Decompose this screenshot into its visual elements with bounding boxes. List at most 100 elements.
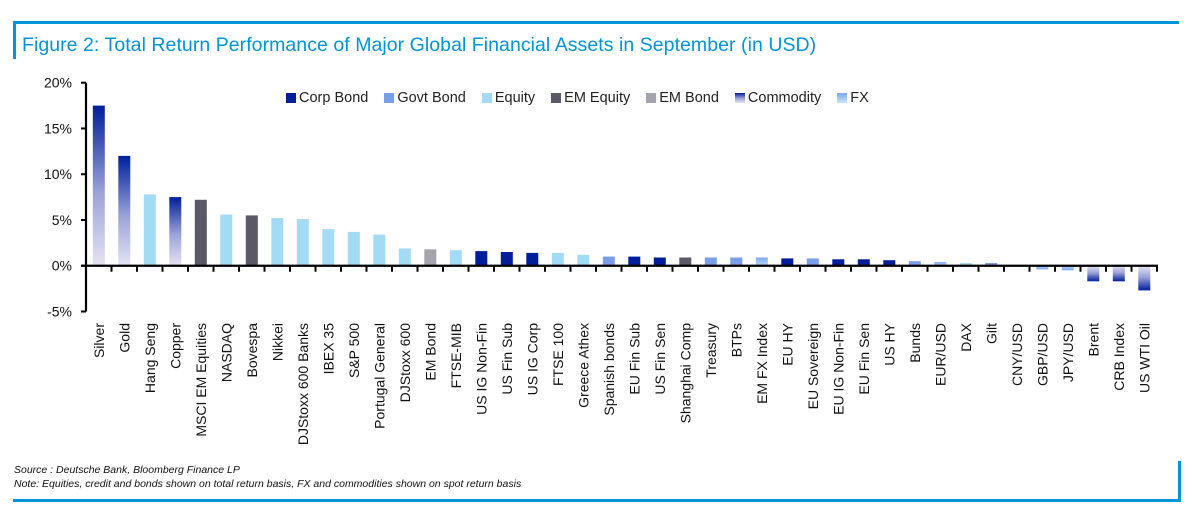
bar-greece-athex xyxy=(577,254,590,266)
legend-item-govt: Govt Bond xyxy=(384,90,466,106)
bar-crb-index xyxy=(1112,265,1125,282)
y-tick-label: 0% xyxy=(52,258,72,274)
x-tick-label: DAX xyxy=(958,322,974,351)
x-tick-label: Shanghai Comp xyxy=(677,323,693,424)
x-tick-label: US Fin Sub xyxy=(499,323,515,395)
y-tick-labels: -5% 0% 5% 10% 15% 20% xyxy=(44,75,72,320)
x-tick-label: EU Fin Sen xyxy=(856,323,872,395)
bar-spanish-bonds xyxy=(602,256,615,266)
x-tick-label: EM FX Index xyxy=(754,323,770,404)
legend-label: Equity xyxy=(494,90,536,106)
legend-item-commodity: Commodity xyxy=(734,90,822,106)
bar-portugal-general xyxy=(373,234,386,266)
x-tick-label: EU Sovereign xyxy=(805,323,821,409)
x-tick-label: Nikkei xyxy=(269,323,285,361)
bar-msci-em-equities xyxy=(194,199,207,266)
bar-hang-seng xyxy=(143,194,156,266)
x-tick-label: Copper xyxy=(167,323,183,369)
bar-eu-fin-sen xyxy=(857,259,870,266)
bar-ibex-35 xyxy=(322,229,335,266)
bar-us-hy xyxy=(883,260,896,266)
frame-left-rule xyxy=(13,21,16,59)
x-tick-labels: Silver Gold Hang Seng Copper MSCI EM Equitie… xyxy=(91,322,1153,445)
x-tick-label: GBP/USD xyxy=(1034,323,1050,386)
x-tick-label: EUR/USD xyxy=(932,323,948,386)
x-tick-label: Gilt xyxy=(983,323,999,344)
bar-gbp-usd xyxy=(1036,265,1049,270)
legend-swatch xyxy=(646,93,657,103)
bar-us-ig-corp xyxy=(526,252,539,266)
legend-swatch xyxy=(481,93,492,103)
x-tick-label: CNY/USD xyxy=(1009,323,1025,386)
frame-top-rule xyxy=(13,21,1179,24)
x-tick-label: US IG Corp xyxy=(524,323,540,396)
y-tick-label: 15% xyxy=(44,120,72,136)
x-tick-label: US Fin Sen xyxy=(652,323,668,395)
x-tick-label: Portugal General xyxy=(371,323,387,429)
x-tick-label: Treasury xyxy=(703,323,719,378)
legend-item-emequity: EM Equity xyxy=(551,90,630,106)
x-tick-label: FTSE 100 xyxy=(550,323,566,386)
bar-nasdaq xyxy=(220,214,233,266)
y-tick-label: 5% xyxy=(52,212,72,228)
bar-jpy-usd xyxy=(1061,265,1074,271)
bar-bovespa xyxy=(245,215,258,266)
x-tick-label: Bunds xyxy=(907,323,923,363)
x-tick-label: Brent xyxy=(1085,323,1101,357)
bar-gilt xyxy=(985,263,998,266)
bar-us-fin-sub xyxy=(500,252,513,266)
legend-swatch xyxy=(551,93,562,103)
source-notes: Source : Deutsche Bank, Bloomberg Financ… xyxy=(14,463,521,491)
chart-title: Figure 2: Total Return Performance of Ma… xyxy=(22,34,817,56)
bar-djstoxx-600 xyxy=(398,248,411,266)
legend-label: Commodity xyxy=(747,90,822,106)
x-tick-label: NASDAQ xyxy=(218,323,234,382)
legend-item-equity: Equity xyxy=(481,90,536,106)
legend-label: EM Equity xyxy=(564,90,631,106)
legend-swatch xyxy=(384,93,395,103)
legend-item-corp: Corp Bond xyxy=(286,90,368,106)
legend-label: Corp Bond xyxy=(299,90,369,106)
x-tick-label: EM Bond xyxy=(422,323,438,381)
bar-dax xyxy=(959,263,972,266)
x-tick-label: DJStoxx 600 xyxy=(397,323,413,403)
bar-ftse-mib xyxy=(449,250,462,266)
x-tick-label: EU IG Non-Fin xyxy=(830,323,846,415)
legend-label: EM Bond xyxy=(659,90,719,106)
x-tick-label: Silver xyxy=(91,323,107,358)
bar-bunds xyxy=(908,261,921,266)
x-tick-label: FTSE-MIB xyxy=(448,323,464,388)
note-text: Note: Equities, credit and bonds shown o… xyxy=(14,478,522,490)
legend: Corp Bond Govt Bond Equity EM Equity EM Bond… xyxy=(286,90,885,106)
bar-copper xyxy=(169,197,182,266)
y-tick-label: 20% xyxy=(44,75,72,91)
bar-gold xyxy=(118,155,131,266)
frame-bottom-rule xyxy=(13,499,1181,502)
bar-us-wti-oil xyxy=(1138,265,1151,291)
x-tick-label: BTPs xyxy=(728,323,744,357)
y-tick-label: 10% xyxy=(44,166,72,182)
legend-label: Govt Bond xyxy=(397,90,466,106)
axes-group xyxy=(81,81,1158,313)
x-tick-label: Greece Athex xyxy=(575,323,591,408)
legend-swatch xyxy=(734,93,745,103)
bar-ftse-100 xyxy=(551,252,564,266)
x-tick-label: EU Fin Sub xyxy=(626,323,642,395)
bar-em-fx-index xyxy=(755,257,768,266)
bar-eur-usd xyxy=(934,262,947,266)
x-tick-label: MSCI EM Equities xyxy=(193,323,209,437)
bar-treasury xyxy=(704,257,717,266)
x-tick-label: Spanish bonds xyxy=(601,323,617,416)
bar-djstoxx-600-banks xyxy=(296,219,309,266)
x-tick-label: US IG Non-Fin xyxy=(473,323,489,415)
bar-nikkei xyxy=(271,218,284,266)
x-tick-label: JPY/USD xyxy=(1060,323,1076,382)
bar-brent xyxy=(1087,265,1100,282)
x-tick-label: IBEX 35 xyxy=(320,323,336,375)
bar-eu-fin-sub xyxy=(628,256,641,266)
x-tick-label: Bovespa xyxy=(244,323,260,378)
bar-us-fin-sen xyxy=(653,257,666,266)
x-tick-label: CRB Index xyxy=(1111,323,1127,391)
x-tick-label: Gold xyxy=(116,323,132,353)
bar-em-bond xyxy=(424,249,437,266)
